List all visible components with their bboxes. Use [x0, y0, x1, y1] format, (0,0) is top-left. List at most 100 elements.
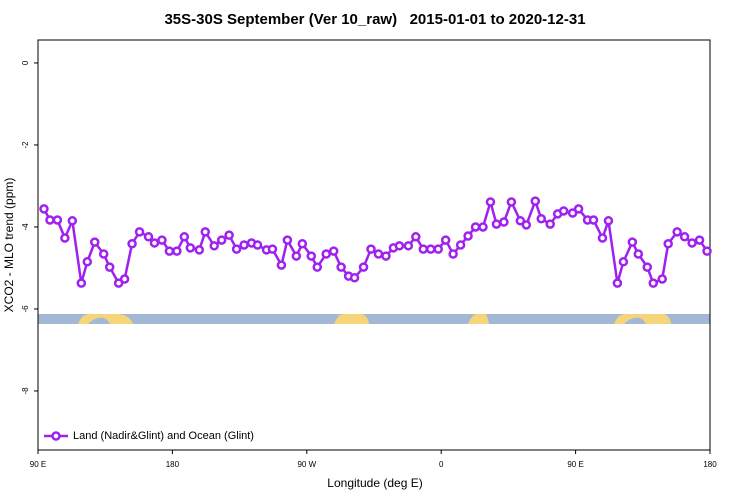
- data-point: [282, 235, 293, 245]
- data-point: [134, 227, 145, 237]
- data-point: [425, 244, 436, 254]
- data-point: [657, 274, 667, 284]
- data-point: [536, 214, 547, 224]
- data-point: [252, 240, 263, 250]
- data-point: [336, 262, 346, 272]
- data-point: [440, 235, 451, 245]
- data-point: [648, 278, 659, 288]
- data-point: [618, 257, 629, 267]
- data-point: [216, 235, 227, 245]
- x-tick-label: 90 W: [297, 460, 316, 469]
- data-point: [627, 237, 638, 247]
- data-point: [694, 235, 705, 245]
- data-point: [515, 216, 526, 226]
- data-point: [588, 215, 599, 225]
- x-tick-label: 180: [703, 460, 717, 469]
- data-point: [470, 222, 481, 232]
- data-point: [603, 216, 614, 226]
- data-point: [149, 238, 160, 248]
- data-point: [687, 238, 697, 248]
- data-point: [312, 262, 323, 272]
- y-tick-label: -2: [21, 141, 30, 149]
- data-point: [164, 246, 175, 256]
- data-point: [39, 204, 49, 214]
- data-point: [104, 262, 115, 272]
- data-point: [478, 222, 488, 232]
- data-point: [448, 249, 458, 259]
- data-point: [358, 262, 369, 272]
- data-point: [119, 274, 130, 284]
- y-tick-label: -4: [21, 223, 30, 231]
- data-point: [558, 206, 569, 216]
- data-point: [179, 232, 190, 242]
- data-point: [276, 260, 287, 270]
- y-tick-label: -6: [21, 305, 30, 313]
- x-tick-label: 90 E: [30, 460, 46, 469]
- data-point: [297, 239, 308, 249]
- surface-band: [38, 313, 710, 324]
- x-tick-label: 180: [166, 460, 180, 469]
- data-point: [455, 240, 466, 250]
- y-tick-label: 0: [21, 60, 30, 65]
- data-point: [60, 233, 70, 243]
- data-point: [663, 239, 673, 249]
- data-point: [224, 230, 234, 240]
- data-point: [89, 237, 100, 247]
- data-point: [381, 251, 391, 261]
- data-point: [403, 241, 414, 251]
- data-point: [633, 249, 644, 259]
- data-point: [209, 241, 219, 251]
- data-point: [45, 215, 55, 225]
- data-point: [52, 215, 63, 225]
- data-point: [82, 257, 93, 267]
- legend-marker: [51, 431, 61, 441]
- data-point: [418, 244, 429, 254]
- data-point: [672, 227, 682, 237]
- data-point: [157, 235, 167, 245]
- data-point: [463, 231, 473, 241]
- legend-label: Land (Nadir&Glint) and Ocean (Glint): [73, 430, 254, 442]
- data-point: [67, 216, 78, 226]
- y-axis-label: XCO2 - MLO trend (ppm): [2, 178, 16, 313]
- data-point: [231, 244, 242, 254]
- data-point: [143, 232, 154, 242]
- data-point: [113, 278, 124, 288]
- data-point: [76, 278, 87, 288]
- data-point: [411, 232, 421, 242]
- data-point: [506, 197, 517, 207]
- data-point: [127, 239, 137, 249]
- data-point: [373, 249, 384, 259]
- data-point: [567, 208, 578, 218]
- data-point: [485, 197, 496, 207]
- x-tick-label: 90 E: [567, 460, 583, 469]
- data-point: [239, 240, 249, 250]
- data-point: [499, 217, 509, 227]
- chart-title: 35S-30S September (Ver 10_raw) 2015-01-0…: [164, 11, 585, 28]
- data-point: [521, 220, 532, 230]
- data-point: [545, 219, 555, 229]
- data-point: [573, 204, 584, 214]
- data-point: [172, 246, 182, 256]
- data-point: [491, 219, 502, 229]
- data-point: [194, 245, 205, 255]
- data-point: [597, 233, 608, 243]
- data-point: [349, 273, 360, 283]
- data-point: [98, 249, 109, 259]
- plot-frame: [37, 39, 711, 451]
- data-point: [366, 244, 376, 254]
- data-point: [433, 244, 443, 254]
- data-point: [394, 241, 405, 251]
- data-point: [679, 232, 690, 242]
- data-point: [306, 251, 317, 261]
- data-point: [200, 227, 211, 237]
- data-point: [185, 243, 196, 253]
- data-point: [530, 196, 541, 206]
- data-point: [267, 244, 278, 254]
- x-axis-label: Longitude (deg E): [327, 476, 422, 490]
- data-point: [321, 249, 331, 259]
- data-point: [328, 246, 339, 256]
- y-tick-label: -8: [21, 387, 30, 395]
- data-point: [642, 262, 653, 272]
- series-line: [42, 197, 709, 285]
